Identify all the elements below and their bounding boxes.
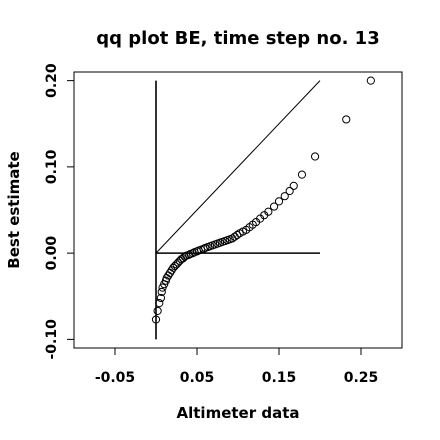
qq-point (162, 274, 171, 283)
qq-point (153, 306, 162, 316)
y-tick-label: -0.10 (44, 319, 60, 360)
reference-line-identity (155, 80, 321, 254)
qq-point (156, 293, 166, 303)
y-tick-label: 0.20 (44, 63, 60, 98)
x-axis: -0.05 0.05 0.15 0.25 (95, 347, 378, 386)
qq-point (310, 152, 320, 161)
qq-point (165, 268, 175, 278)
reference-lines (155, 80, 321, 340)
x-tick-label: -0.05 (95, 370, 135, 386)
plot-frame (73, 71, 403, 349)
x-ticks: -0.05 0.05 0.15 0.25 (95, 348, 378, 386)
x-tick-label: 0.25 (344, 370, 379, 386)
qq-point (155, 299, 164, 308)
x-axis-label: Altimeter data (177, 404, 300, 422)
y-axis-label: Best estimate (5, 151, 23, 268)
y-tick-label: 0.00 (44, 236, 60, 271)
y-tick-label: 0.10 (44, 149, 60, 184)
qq-point (285, 186, 294, 196)
qq-point (157, 287, 166, 297)
qq-point (274, 197, 284, 206)
x-tick-label: 0.05 (180, 370, 215, 386)
x-tick-label: 0.15 (262, 370, 297, 386)
qq-point (280, 192, 289, 201)
qq-point (289, 181, 298, 190)
qq-points (151, 76, 375, 324)
y-axis: -0.10 0.00 0.10 0.20 (44, 63, 75, 360)
chart-title: qq plot BE, time step no. 13 (96, 28, 379, 49)
y-ticks: -0.10 0.00 0.10 0.20 (44, 63, 74, 360)
qq-point (342, 115, 351, 124)
qq-point (228, 234, 237, 243)
qq-point (297, 170, 307, 179)
qq-point (264, 207, 273, 216)
qq-point (366, 76, 375, 85)
qq-point (151, 315, 161, 324)
qq-point (269, 202, 279, 211)
